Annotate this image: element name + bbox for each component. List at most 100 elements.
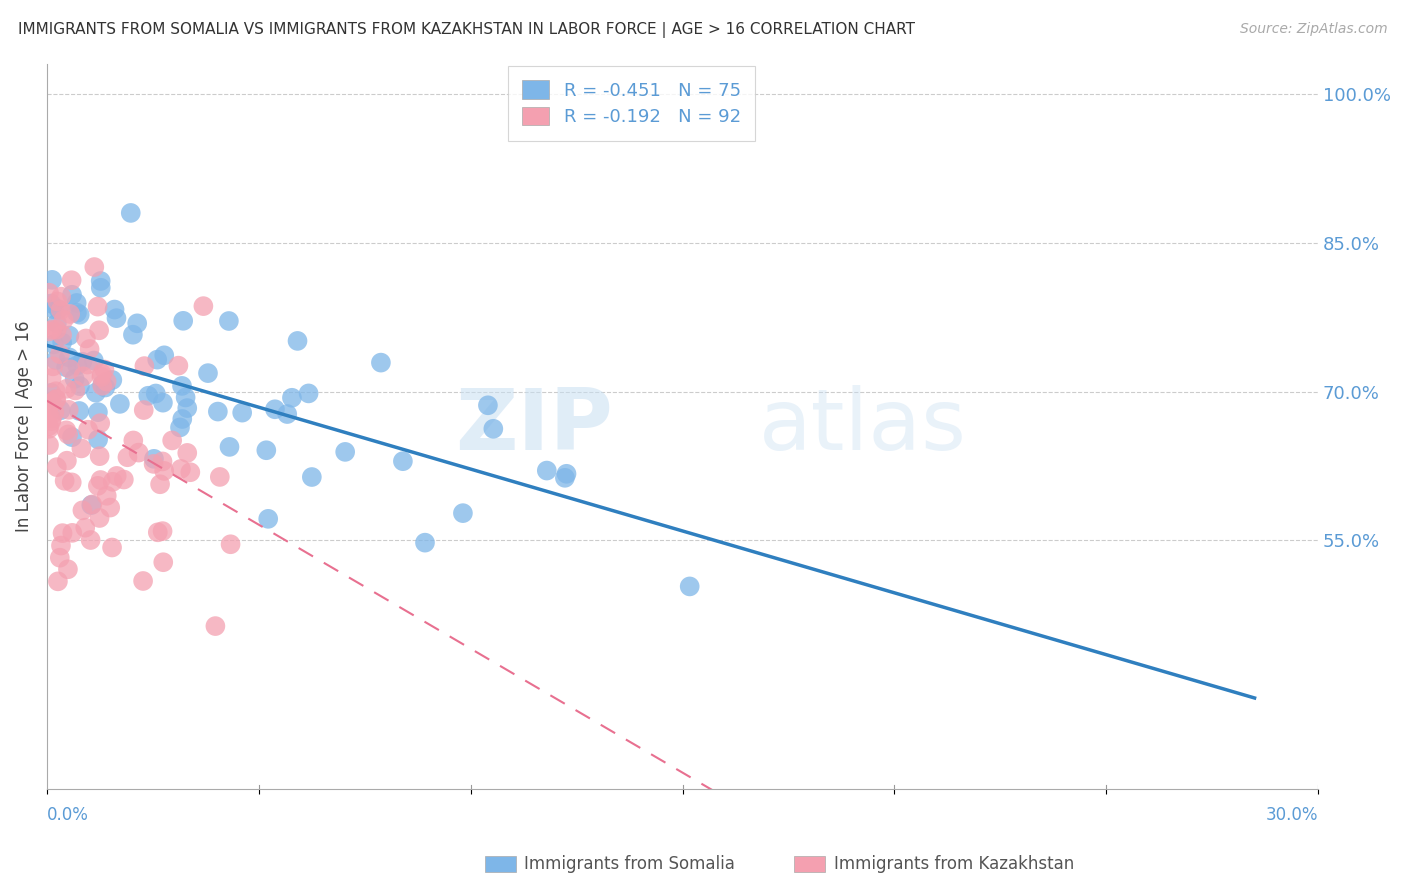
- Point: [58, 328, 80, 343]
- Point: [174, 391, 197, 405]
- Point: [59, 362, 82, 376]
- Point: [117, 450, 139, 465]
- Point: [101, 475, 124, 489]
- Text: Immigrants from Somalia: Immigrants from Somalia: [524, 855, 735, 873]
- Point: [152, 524, 174, 538]
- Text: 30.0%: 30.0%: [1265, 806, 1319, 824]
- Point: [122, 434, 145, 448]
- Point: [80, 498, 103, 512]
- Point: [60, 525, 83, 540]
- Point: [42, 337, 65, 351]
- Text: ZIP: ZIP: [456, 384, 613, 467]
- Point: [132, 403, 155, 417]
- Point: [91, 377, 114, 392]
- Text: 0.0%: 0.0%: [46, 806, 89, 824]
- Point: [55, 360, 77, 375]
- Point: [146, 352, 169, 367]
- Point: [38, 419, 60, 434]
- Point: [45, 316, 67, 330]
- Point: [90, 369, 112, 384]
- Point: [39, 296, 62, 310]
- Point: [90, 367, 112, 381]
- Point: [152, 454, 174, 468]
- Point: [60, 475, 83, 490]
- Point: [96, 375, 118, 389]
- Point: [231, 406, 253, 420]
- Point: [49, 403, 72, 417]
- Point: [219, 537, 242, 551]
- Point: [204, 619, 226, 633]
- Point: [76, 358, 98, 372]
- Point: [170, 462, 193, 476]
- Point: [101, 541, 124, 555]
- Point: [55, 423, 77, 437]
- Point: [77, 423, 100, 437]
- Point: [46, 294, 69, 309]
- Point: [301, 470, 323, 484]
- Point: [477, 398, 499, 412]
- Point: [169, 420, 191, 434]
- Point: [55, 382, 77, 396]
- Point: [172, 412, 194, 426]
- Point: [392, 454, 415, 468]
- Point: [128, 445, 150, 459]
- Point: [86, 300, 108, 314]
- Point: [41, 414, 63, 428]
- Point: [49, 550, 72, 565]
- Point: [45, 384, 67, 399]
- Point: [153, 464, 176, 478]
- Point: [48, 302, 70, 317]
- Point: [75, 521, 97, 535]
- Point: [160, 434, 183, 448]
- Point: [90, 473, 112, 487]
- Text: Immigrants from Kazakhstan: Immigrants from Kazakhstan: [834, 855, 1074, 873]
- Point: [51, 526, 73, 541]
- Point: [108, 397, 131, 411]
- Point: [58, 351, 80, 365]
- Point: [72, 503, 94, 517]
- Point: [89, 416, 111, 430]
- Point: [52, 313, 75, 327]
- Point: [56, 562, 79, 576]
- Point: [51, 328, 73, 343]
- Point: [555, 467, 578, 481]
- Point: [193, 299, 215, 313]
- Point: [127, 316, 149, 330]
- Point: [72, 355, 94, 369]
- Point: [79, 533, 101, 547]
- Point: [56, 427, 79, 442]
- Point: [103, 302, 125, 317]
- Point: [84, 385, 107, 400]
- Point: [152, 395, 174, 409]
- Point: [53, 474, 76, 488]
- Point: [87, 479, 110, 493]
- Point: [63, 372, 86, 386]
- Point: [67, 404, 90, 418]
- Point: [208, 470, 231, 484]
- Point: [45, 392, 67, 407]
- Point: [60, 287, 83, 301]
- Point: [41, 411, 63, 425]
- Point: [451, 506, 474, 520]
- Point: [536, 464, 558, 478]
- Point: [136, 389, 159, 403]
- Point: [38, 406, 60, 420]
- Point: [554, 471, 576, 485]
- Point: [120, 206, 142, 220]
- Point: [60, 273, 83, 287]
- Point: [257, 512, 280, 526]
- Point: [679, 579, 702, 593]
- Point: [49, 347, 72, 361]
- Point: [170, 379, 193, 393]
- Point: [66, 306, 89, 320]
- Point: [51, 335, 73, 350]
- Point: [59, 307, 82, 321]
- Point: [38, 325, 60, 339]
- Point: [72, 369, 94, 384]
- Point: [146, 525, 169, 540]
- Point: [89, 511, 111, 525]
- Point: [82, 497, 104, 511]
- Point: [218, 440, 240, 454]
- Point: [142, 457, 165, 471]
- Point: [176, 401, 198, 415]
